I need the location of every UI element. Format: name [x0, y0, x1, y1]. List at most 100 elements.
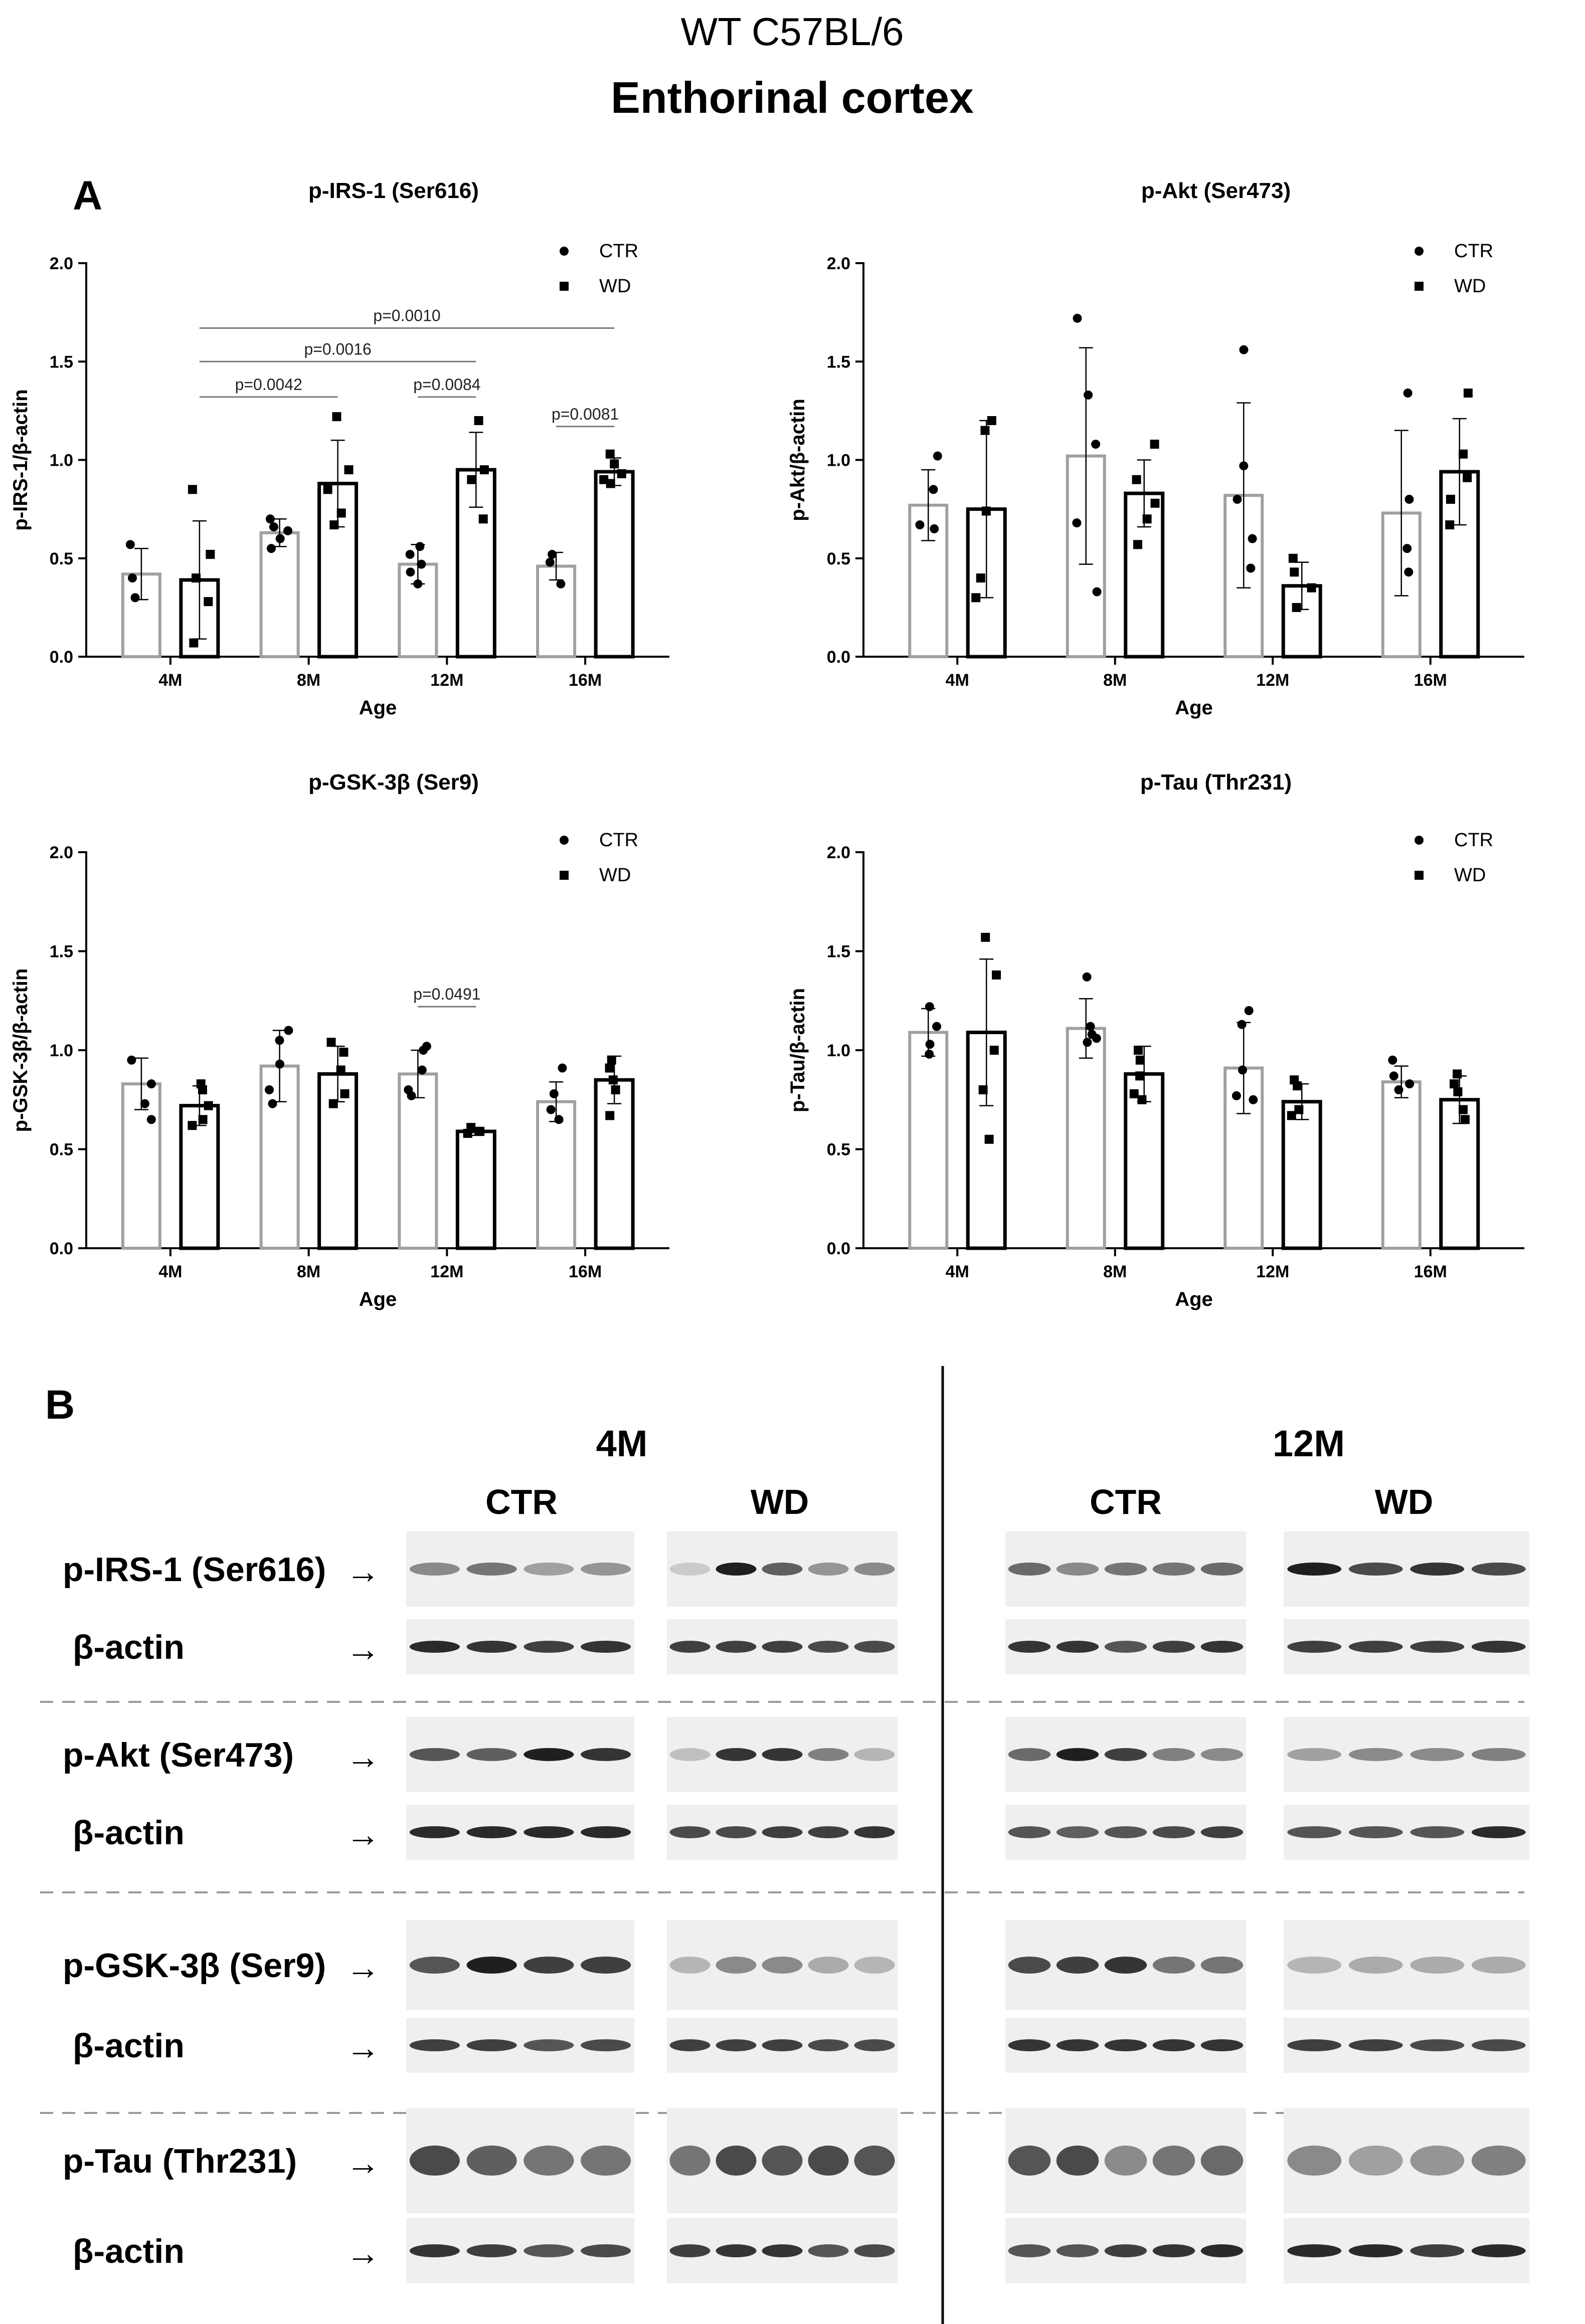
blot-band: [409, 2244, 460, 2257]
data-point-wd: [474, 416, 483, 425]
blot-band: [1056, 1957, 1099, 1974]
blot-arrow-icon: →: [346, 1949, 380, 1987]
data-point-ctr: [558, 1063, 567, 1073]
blot-band: [1104, 1641, 1147, 1653]
data-point-ctr: [925, 1002, 934, 1012]
data-point-wd: [608, 1075, 618, 1085]
legend-marker-ctr: [1415, 836, 1424, 845]
blot-band: [1348, 1563, 1403, 1576]
y-tick-label: 0.0: [827, 648, 850, 667]
bar-ctr: [1381, 1080, 1422, 1250]
p-value-label: p=0.0081: [552, 405, 619, 423]
blot-band: [854, 1826, 895, 1838]
blot-band: [1152, 2244, 1195, 2257]
blot-band: [1348, 1748, 1403, 1761]
blot-band: [1008, 2244, 1051, 2257]
data-point-ctr: [284, 1026, 293, 1035]
blot-band: [808, 2244, 849, 2257]
data-point-wd: [475, 1126, 485, 1136]
data-point-wd: [198, 1115, 208, 1124]
data-point-ctr: [554, 1115, 564, 1124]
y-tick-label: 0.5: [827, 1140, 850, 1159]
data-point-ctr: [417, 559, 426, 569]
p-value-label: p=0.0016: [304, 340, 371, 358]
blot-band: [1200, 1641, 1244, 1653]
blot-arrow-icon: →: [346, 2234, 380, 2272]
data-point-wd: [1293, 1081, 1302, 1091]
y-tick-label: 1.0: [50, 1041, 73, 1060]
data-point-wd: [984, 1134, 994, 1144]
blot-row-label: β-actin: [73, 1628, 185, 1666]
blot-arrow-icon: →: [346, 2029, 380, 2067]
blot-band: [1104, 1957, 1147, 1974]
data-point-wd: [989, 1046, 999, 1055]
data-point-wd: [605, 1111, 615, 1120]
data-point-wd: [1463, 389, 1473, 398]
blot-band: [1200, 1563, 1244, 1576]
data-point-wd: [1290, 567, 1299, 577]
data-point-ctr: [1083, 1038, 1092, 1047]
y-tick-label: 1.5: [50, 942, 73, 961]
data-point-wd: [1150, 498, 1160, 508]
data-point-ctr: [546, 1105, 556, 1114]
x-tick-label: 4M: [946, 671, 969, 690]
y-tick-label: 1.5: [827, 942, 850, 961]
blot-band: [1200, 2146, 1244, 2176]
y-tick-label: 0.5: [50, 1140, 73, 1159]
data-point-ctr: [128, 573, 137, 583]
legend-marker-wd: [560, 282, 569, 291]
blot-group-heading-wd: WD: [1375, 1482, 1434, 1521]
bar-ctr: [259, 531, 300, 658]
blot-band: [1056, 2244, 1099, 2257]
blot-band: [808, 2039, 849, 2051]
data-point-wd: [1133, 1046, 1143, 1055]
data-point-ctr: [275, 534, 285, 543]
data-point-wd: [611, 1085, 620, 1094]
blot-band: [1410, 1957, 1465, 1974]
blot-band: [1471, 2244, 1526, 2257]
blot-row-label: β-actin: [73, 1814, 185, 1852]
data-point-wd: [1453, 1069, 1462, 1079]
blot-band: [1410, 1563, 1465, 1576]
blot-band: [1152, 1957, 1195, 1974]
data-point-ctr: [932, 1022, 942, 1031]
data-point-wd: [981, 506, 991, 516]
data-point-wd: [1294, 1105, 1304, 1114]
data-point-wd: [1132, 475, 1141, 484]
blot-band: [523, 1748, 574, 1761]
x-tick-label: 12M: [1256, 671, 1289, 690]
blot-band: [669, 2244, 711, 2257]
blot-band: [466, 1826, 517, 1838]
x-axis-label: Age: [1175, 1288, 1213, 1310]
data-point-ctr: [419, 1046, 428, 1055]
blot-band: [466, 2039, 517, 2051]
data-point-ctr: [1073, 313, 1082, 323]
blot-band: [1152, 1826, 1195, 1838]
blot-band: [1152, 1641, 1195, 1653]
bar-wd: [179, 1104, 220, 1250]
legend-label-ctr: CTR: [599, 241, 638, 262]
data-point-wd: [1463, 473, 1472, 482]
blot-band: [808, 1641, 849, 1653]
blot-band: [1200, 1826, 1244, 1838]
p-value-label: p=0.0042: [235, 375, 302, 394]
legend-marker-wd: [1415, 282, 1424, 291]
y-axis-label: p-GSK-3β/β-actin: [10, 969, 32, 1132]
blot-band: [1287, 1563, 1342, 1576]
data-point-ctr: [269, 522, 278, 531]
blot-band: [669, 1563, 711, 1576]
legend-label-ctr: CTR: [1454, 830, 1493, 851]
blot-band: [466, 2244, 517, 2257]
data-point-wd: [1292, 603, 1301, 612]
chart-4: p-Tau (Thr231) 0.0 0.5 1.0 1.5 2.0 p-Tau/β-act…: [787, 770, 1524, 1310]
data-point-ctr: [130, 593, 140, 603]
x-tick-label: 16M: [569, 1262, 602, 1281]
data-point-wd: [978, 1085, 988, 1094]
legend-label-wd: WD: [599, 865, 631, 886]
charts-group: p-IRS-1 (Ser616) 0.0 0.5 1.0 1.5 2.0 p-IRS-1/β…: [10, 178, 1524, 1310]
data-point-ctr: [1091, 440, 1101, 449]
blot-band: [762, 2244, 803, 2257]
blot-band: [581, 2039, 631, 2051]
blot-band: [523, 2146, 574, 2176]
blot-band: [1348, 1641, 1403, 1653]
